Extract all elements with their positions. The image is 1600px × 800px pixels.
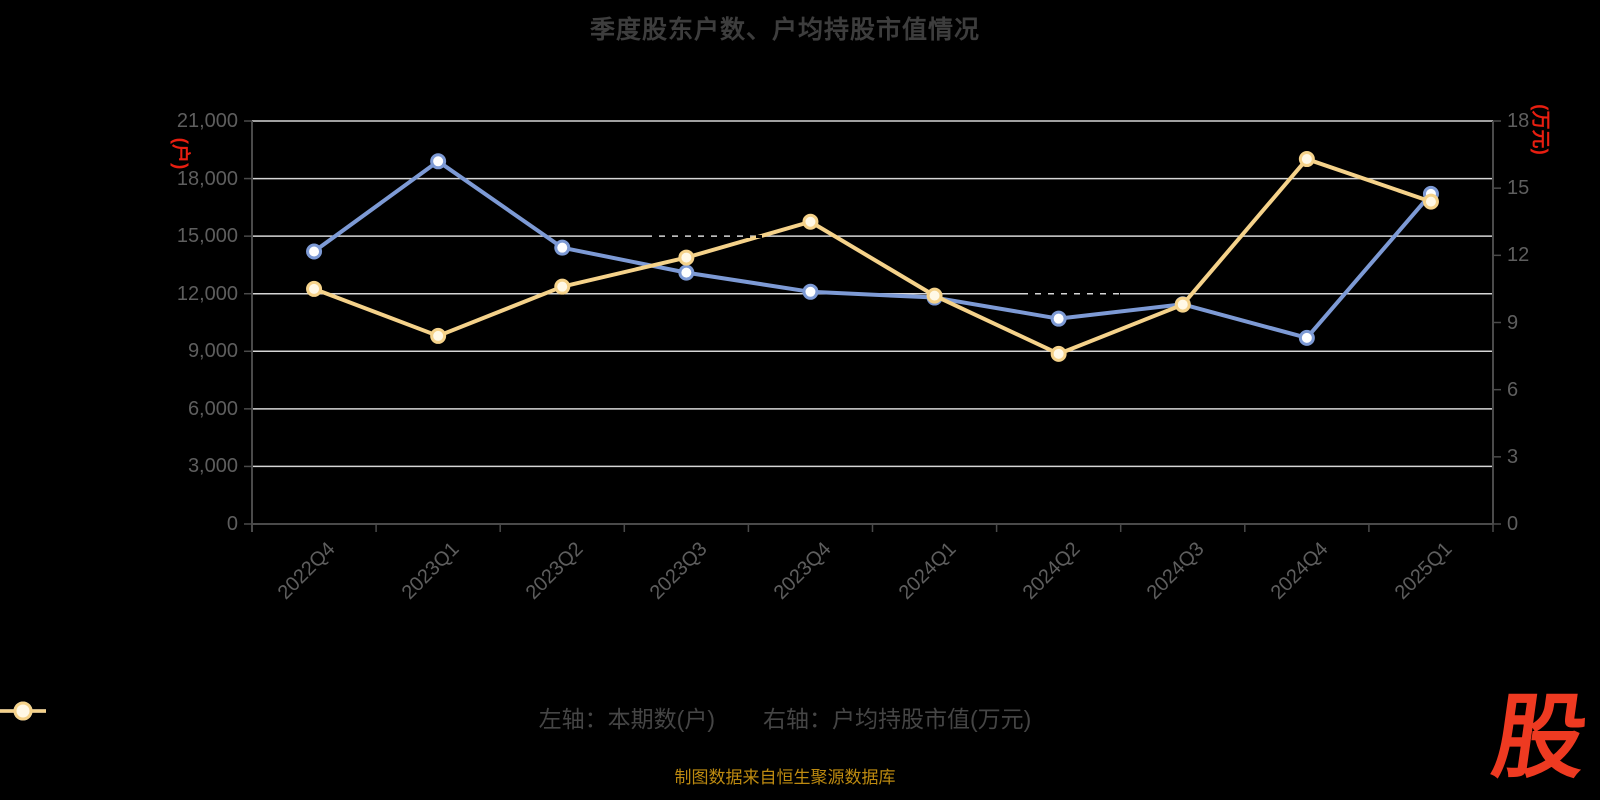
right-axis-tick-label: 6 <box>1507 378 1519 401</box>
data-point[interactable] <box>554 239 571 256</box>
left-axis-tick-label: 6,000 <box>187 397 238 420</box>
data-point[interactable] <box>1050 310 1067 327</box>
data-point[interactable] <box>306 280 323 297</box>
right-axis-tick-label: 12 <box>1507 244 1530 267</box>
data-point[interactable] <box>554 278 571 295</box>
data-point[interactable] <box>678 249 695 266</box>
data-point[interactable] <box>678 264 695 281</box>
data-point[interactable] <box>926 287 943 304</box>
data-point[interactable] <box>1298 329 1315 346</box>
data-point[interactable] <box>306 243 323 260</box>
right-axis-tick-label: 15 <box>1507 177 1530 200</box>
data-point[interactable] <box>430 327 447 344</box>
legend-label: 左轴：本期数(户) <box>538 706 715 732</box>
data-point[interactable] <box>802 213 819 230</box>
data-point[interactable] <box>1422 193 1439 210</box>
legend-marker-yellow-icon <box>0 701 46 721</box>
right-axis-tick-label: 18 <box>1507 110 1530 132</box>
data-point[interactable] <box>802 283 819 300</box>
right-axis-tick-label: 9 <box>1507 311 1519 334</box>
chart-legend: 左轴：本期数(户) 右轴：户均持股市值(万元) <box>0 700 1570 734</box>
faint-data-label-artifact <box>652 235 762 238</box>
series-line <box>312 159 1433 340</box>
data-point[interactable] <box>430 153 447 170</box>
legend-item-market-value[interactable]: 右轴：户均持股市值(万元) <box>0 700 1032 734</box>
left-axis-tick-label: 18,000 <box>176 167 238 190</box>
legend-item-shareholders[interactable]: 左轴：本期数(户) <box>0 700 715 734</box>
left-axis-tick-label: 21,000 <box>176 110 238 132</box>
left-axis-tick-label: 3,000 <box>187 455 238 478</box>
right-axis-tick-label: 0 <box>1507 513 1519 535</box>
left-axis-tick-label: 0 <box>226 513 238 535</box>
data-point[interactable] <box>1050 345 1067 362</box>
series-line <box>313 157 1432 356</box>
right-axis-tick-label: 3 <box>1507 445 1519 468</box>
left-axis-tick-label: 9,000 <box>187 340 238 363</box>
chart-title: 季度股东户数、户均持股市值情况 <box>589 16 980 44</box>
faint-data-label-artifact <box>1028 293 1120 296</box>
data-source-note: 制图数据来自恒生聚源数据库 <box>674 768 896 787</box>
left-axis-tick-label: 12,000 <box>176 282 238 305</box>
brand-logo: 股 <box>1486 687 1594 789</box>
data-point[interactable] <box>1298 151 1315 168</box>
data-point[interactable] <box>1174 296 1191 313</box>
legend-label: 右轴：户均持股市值(万元) <box>763 706 1032 732</box>
left-axis-tick-label: 15,000 <box>176 225 238 248</box>
